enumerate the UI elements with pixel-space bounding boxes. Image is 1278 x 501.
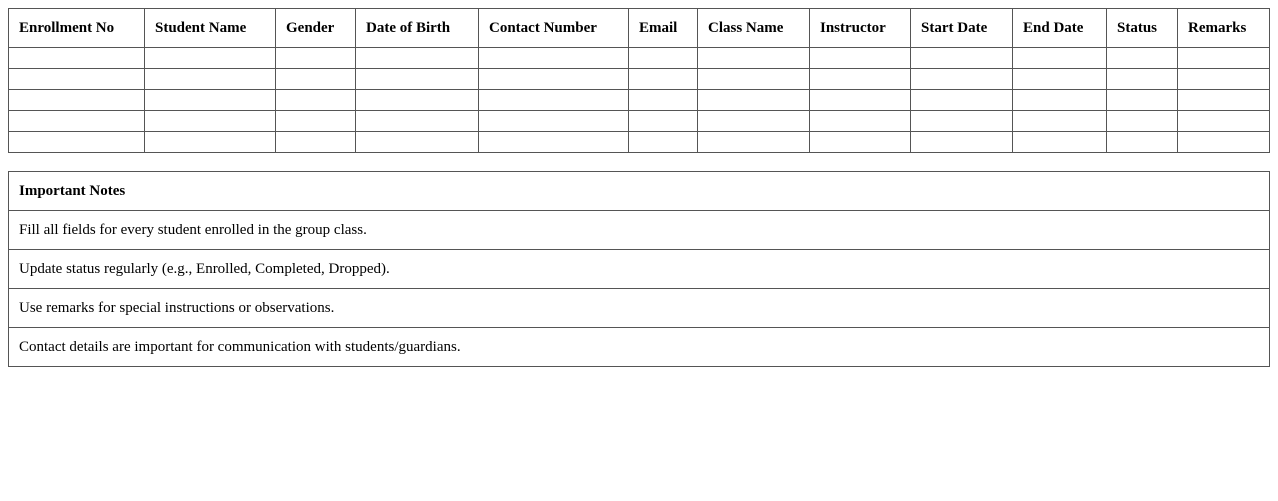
column-header: Instructor <box>809 8 911 48</box>
table-cell[interactable] <box>8 47 145 69</box>
note-item: Contact details are important for commun… <box>8 327 1270 367</box>
table-cell[interactable] <box>1106 131 1178 153</box>
table-cell[interactable] <box>1177 131 1270 153</box>
table-cell[interactable] <box>809 89 911 111</box>
table-row <box>8 110 1270 132</box>
table-cell[interactable] <box>275 131 356 153</box>
column-header: Email <box>628 8 698 48</box>
table-cell[interactable] <box>275 89 356 111</box>
column-header: End Date <box>1012 8 1107 48</box>
column-header: Class Name <box>697 8 810 48</box>
table-cell[interactable] <box>355 89 479 111</box>
table-cell[interactable] <box>8 131 145 153</box>
table-cell[interactable] <box>8 89 145 111</box>
table-cell[interactable] <box>1177 110 1270 132</box>
table-cell[interactable] <box>8 68 145 90</box>
table-cell[interactable] <box>1177 68 1270 90</box>
table-cell[interactable] <box>1106 68 1178 90</box>
table-row <box>8 131 1270 153</box>
table-cell[interactable] <box>1106 110 1178 132</box>
table-cell[interactable] <box>144 131 276 153</box>
note-item: Use remarks for special instructions or … <box>8 288 1270 328</box>
table-cell[interactable] <box>697 131 810 153</box>
table-cell[interactable] <box>809 47 911 69</box>
table-cell[interactable] <box>910 47 1013 69</box>
notes-table: Important Notes Fill all fields for ever… <box>8 171 1270 367</box>
enrollment-table: Enrollment No Student Name Gender Date of B… <box>8 8 1270 153</box>
column-header: Date of Birth <box>355 8 479 48</box>
table-cell[interactable] <box>910 68 1013 90</box>
column-header: Status <box>1106 8 1178 48</box>
table-cell[interactable] <box>910 131 1013 153</box>
table-cell[interactable] <box>355 131 479 153</box>
table-row <box>8 89 1270 111</box>
table-cell[interactable] <box>1106 89 1178 111</box>
table-cell[interactable] <box>275 68 356 90</box>
table-cell[interactable] <box>809 68 911 90</box>
column-header: Start Date <box>910 8 1013 48</box>
table-cell[interactable] <box>1177 47 1270 69</box>
header-row: Enrollment No Student Name Gender Date of B… <box>8 8 1270 48</box>
table-cell[interactable] <box>910 89 1013 111</box>
table-cell[interactable] <box>1177 89 1270 111</box>
table-row <box>8 47 1270 69</box>
table-cell[interactable] <box>628 89 698 111</box>
table-cell[interactable] <box>697 47 810 69</box>
table-cell[interactable] <box>1012 110 1107 132</box>
table-cell[interactable] <box>1106 47 1178 69</box>
table-cell[interactable] <box>355 110 479 132</box>
table-cell[interactable] <box>478 89 629 111</box>
table-cell[interactable] <box>910 110 1013 132</box>
note-item: Fill all fields for every student enroll… <box>8 210 1270 250</box>
table-cell[interactable] <box>809 110 911 132</box>
notes-title: Important Notes <box>8 171 1270 211</box>
table-cell[interactable] <box>478 110 629 132</box>
column-header: Contact Number <box>478 8 629 48</box>
note-item: Update status regularly (e.g., Enrolled,… <box>8 249 1270 289</box>
table-cell[interactable] <box>1012 47 1107 69</box>
table-cell[interactable] <box>628 68 698 90</box>
table-row <box>8 68 1270 90</box>
column-header: Remarks <box>1177 8 1270 48</box>
table-cell[interactable] <box>1012 68 1107 90</box>
table-cell[interactable] <box>628 110 698 132</box>
table-cell[interactable] <box>144 89 276 111</box>
table-cell[interactable] <box>809 131 911 153</box>
table-cell[interactable] <box>478 47 629 69</box>
table-cell[interactable] <box>144 110 276 132</box>
table-cell[interactable] <box>628 47 698 69</box>
table-cell[interactable] <box>144 68 276 90</box>
table-cell[interactable] <box>275 47 356 69</box>
column-header: Student Name <box>144 8 276 48</box>
table-cell[interactable] <box>628 131 698 153</box>
table-cell[interactable] <box>1012 89 1107 111</box>
table-cell[interactable] <box>8 110 145 132</box>
table-cell[interactable] <box>355 68 479 90</box>
column-header: Gender <box>275 8 356 48</box>
table-cell[interactable] <box>144 47 276 69</box>
table-cell[interactable] <box>1012 131 1107 153</box>
table-cell[interactable] <box>355 47 479 69</box>
table-cell[interactable] <box>478 68 629 90</box>
column-header: Enrollment No <box>8 8 145 48</box>
table-cell[interactable] <box>275 110 356 132</box>
table-cell[interactable] <box>697 110 810 132</box>
table-cell[interactable] <box>478 131 629 153</box>
table-cell[interactable] <box>697 89 810 111</box>
table-cell[interactable] <box>697 68 810 90</box>
